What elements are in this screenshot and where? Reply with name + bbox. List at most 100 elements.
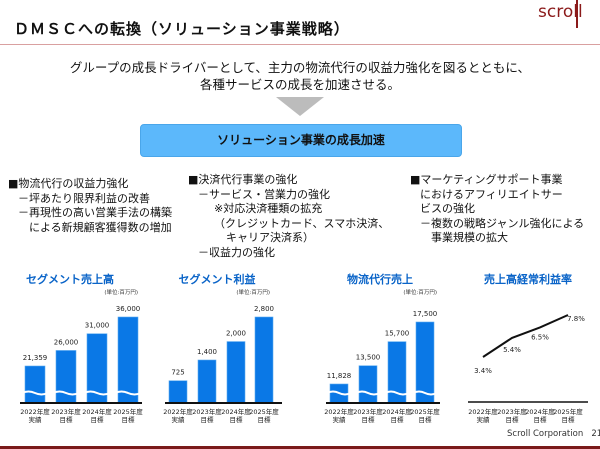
- bar: [358, 365, 378, 404]
- data-label: 5.4%: [503, 346, 521, 354]
- bar: [197, 359, 217, 404]
- bullet-item: （クレジットカード、スマホ決済、: [214, 216, 390, 230]
- highlight-box: ソリューション事業の成長加速: [140, 124, 462, 157]
- bullet-heading: ■決済代行事業の強化: [188, 173, 298, 186]
- chart-title: 物流代行売上: [347, 272, 413, 286]
- bullet-item: －複数の戦略ジャンル強化による: [420, 216, 585, 230]
- x-tick-label: 2025年度: [410, 407, 440, 416]
- x-tick-label: 目標: [506, 415, 520, 424]
- footer-divider: [0, 446, 600, 449]
- footer: Scroll Corporation 21.: [507, 429, 600, 439]
- x-tick-label: 2025年度: [553, 407, 583, 416]
- x-tick-label: 2024年度: [382, 407, 412, 416]
- bullet-item: －サービス・営業力の強化: [198, 187, 330, 201]
- axis-break-mark: [412, 390, 438, 396]
- axis-break-mark: [52, 390, 80, 396]
- x-tick-label: 目標: [230, 415, 244, 424]
- x-tick-label: 2022年度: [324, 407, 354, 416]
- bullet-item: －坪あたり限界利益の改善: [18, 191, 150, 205]
- x-tick-label: 目標: [419, 415, 433, 424]
- data-label: 13,500: [356, 354, 381, 362]
- data-label: 6.5%: [531, 333, 549, 341]
- bar: [24, 365, 46, 404]
- page-number: 21.: [591, 429, 600, 439]
- x-tick-label: 目標: [258, 415, 272, 424]
- axis-break-mark: [355, 390, 381, 396]
- data-label: 725: [171, 369, 184, 377]
- x-tick-label: 目標: [362, 415, 376, 424]
- bullet-item: による新規顧客獲得数の増加: [18, 220, 172, 234]
- x-tick-label: 目標: [60, 415, 74, 424]
- data-label: 17,500: [413, 310, 438, 318]
- charts-area: セグメント売上高(単位:百万円)2022年度実績2023年度目標2024年度目標…: [20, 272, 588, 424]
- bullet-column-marketing: ■マーケティングサポート事業 におけるアフィリエイトサー ビスの強化 －複数の戦…: [410, 173, 584, 246]
- x-tick-label: 2022年度: [468, 407, 498, 416]
- header-divider: [0, 44, 600, 45]
- chart-title: 売上高経常利益率: [484, 272, 572, 286]
- x-tick-label: 目標: [201, 415, 215, 424]
- data-label: 2,000: [226, 330, 246, 338]
- x-tick-label: 2022年度: [163, 407, 193, 416]
- x-tick-label: 2022年度: [20, 407, 50, 416]
- x-tick-label: 目標: [562, 415, 576, 424]
- x-tick-label: 目標: [122, 415, 136, 424]
- bullet-heading: ■物流代行の収益力強化: [8, 177, 129, 190]
- x-tick-label: 実績: [333, 415, 347, 424]
- axis-break-mark: [384, 390, 410, 396]
- x-tick-label: 2024年度: [525, 407, 555, 416]
- data-label: 36,000: [116, 305, 141, 313]
- axis-break-mark: [326, 390, 352, 396]
- page-title: ＤＭＳＣへの転換（ソリューション事業戦略）: [14, 20, 350, 38]
- bullet-item: におけるアフィリエイトサー: [420, 187, 563, 201]
- x-tick-label: 2023年度: [51, 407, 81, 416]
- data-label: 26,000: [54, 338, 79, 346]
- scroll-logo: scroll: [538, 2, 583, 22]
- intro-line: グループの成長ドライバーとして、主力の物流代行の収益力強化を図るとともに、: [69, 60, 531, 75]
- bullet-item: キャリア決済系）: [226, 231, 314, 244]
- bullet-item: ビスの強化: [420, 202, 475, 215]
- x-tick-label: 実績: [477, 415, 491, 424]
- bullet-item: ※対応決済種類の拡充: [214, 202, 323, 215]
- chart-unit: (単位:百万円): [236, 288, 270, 296]
- chart-unit: (単位:百万円): [104, 288, 138, 296]
- company-name: Scroll Corporation: [507, 429, 584, 439]
- x-tick-label: 2024年度: [82, 407, 112, 416]
- x-tick-label: 2023年度: [192, 407, 222, 416]
- bullet-column-payment: ■決済代行事業の強化 －サービス・営業力の強化 ※対応決済種類の拡充 （クレジッ…: [188, 173, 389, 260]
- chart-title: セグメント利益: [179, 272, 256, 286]
- data-label: 11,828: [327, 372, 352, 380]
- bar: [254, 316, 274, 404]
- data-label: 7.8%: [567, 315, 585, 323]
- data-label: 15,700: [385, 330, 410, 338]
- x-tick-label: 実績: [29, 415, 43, 424]
- x-tick-label: 目標: [91, 415, 105, 424]
- intro-line: 各種サービスの成長を加速させる。: [199, 77, 400, 92]
- bar: [117, 316, 139, 404]
- logo-bar: [576, 0, 578, 28]
- data-label: 1,400: [197, 348, 217, 356]
- bullet-item: 事業規模の拡大: [420, 231, 508, 244]
- x-tick-label: 2024年度: [221, 407, 251, 416]
- axis-break-mark: [114, 390, 142, 396]
- bar: [168, 380, 188, 404]
- x-tick-label: 2023年度: [353, 407, 383, 416]
- bullet-column-logistics: ■物流代行の収益力強化 －坪あたり限界利益の改善 －再現性の高い営業手法の構築 …: [8, 177, 172, 235]
- x-tick-label: 2023年度: [497, 407, 527, 416]
- axis-break-mark: [83, 390, 111, 396]
- data-label: 21,359: [23, 354, 48, 362]
- bullet-item: －収益力の強化: [198, 245, 275, 259]
- data-label: 2,800: [254, 305, 274, 313]
- bullet-item: －再現性の高い営業手法の構築: [18, 206, 172, 219]
- intro-text: グループの成長ドライバーとして、主力の物流代行の収益力強化を図るとともに、 各種…: [0, 59, 600, 93]
- axis-break-mark: [21, 390, 49, 396]
- bar: [226, 341, 246, 404]
- x-tick-label: 目標: [534, 415, 548, 424]
- x-tick-label: 実績: [172, 415, 186, 424]
- data-label: 3.4%: [474, 367, 492, 375]
- x-tick-label: 2025年度: [113, 407, 143, 416]
- x-tick-label: 2025年度: [249, 407, 279, 416]
- data-label: 31,000: [85, 322, 110, 330]
- chart-unit: (単位:百万円): [403, 288, 437, 296]
- chart-title: セグメント売上高: [26, 272, 114, 286]
- line-series: [482, 314, 569, 358]
